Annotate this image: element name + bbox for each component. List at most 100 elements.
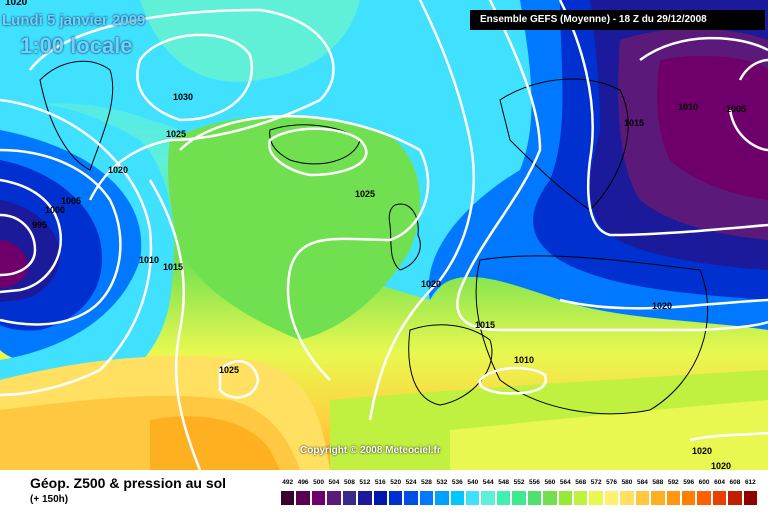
- legend-level-label: 504: [328, 479, 340, 486]
- legend-swatch: [357, 490, 373, 506]
- isobar-1025-south: [218, 360, 260, 399]
- map-title: Géop. Z500 & pression au sol: [30, 475, 227, 491]
- legend-swatch: [341, 490, 358, 506]
- footer-panel: Géop. Z500 & pression au sol (+ 150h) 49…: [0, 470, 768, 512]
- legend-level-label: 524: [405, 479, 417, 486]
- isobar-label: 1020: [421, 279, 441, 289]
- isobar-label: 1010: [139, 255, 159, 265]
- legend-swatch: [542, 490, 558, 506]
- legend-level-label: 592: [667, 479, 679, 486]
- legend-level-label: 552: [513, 479, 525, 486]
- isobar-1015-east: [456, 0, 768, 332]
- isobar-1020-se: [689, 431, 768, 442]
- isobar-1015-west: [148, 179, 202, 470]
- legend-level-label: 576: [606, 479, 617, 486]
- legend-swatch: [280, 490, 296, 506]
- legend-swatch: [511, 490, 527, 506]
- iceland-coast: [269, 124, 361, 165]
- legend-swatch: [634, 490, 651, 506]
- isobar-label: 1020: [108, 165, 128, 175]
- legend-swatch: [650, 490, 666, 506]
- legend-swatch: [727, 490, 743, 506]
- forecast-lead-time: (+ 150h): [30, 494, 69, 505]
- legend-swatch: [403, 490, 419, 506]
- isobar-label: 1005: [61, 196, 81, 206]
- legend-level-label: 548: [498, 479, 510, 486]
- legend-level-label: 556: [529, 479, 540, 486]
- legend-level-label: 580: [621, 479, 633, 486]
- legend-swatch: [310, 490, 327, 506]
- legend-swatch: [495, 490, 512, 506]
- legend-swatch: [387, 490, 404, 506]
- legend-swatch: [480, 490, 496, 506]
- legend-swatch: [434, 490, 450, 506]
- legend-swatch: [742, 490, 759, 506]
- isobar-1010-ne: [639, 36, 768, 62]
- forecast-date: Lundi 5 janvier 2009: [2, 12, 146, 29]
- sw-orange-deep: [150, 416, 280, 470]
- legend-swatch: [603, 490, 620, 506]
- legend-level-label: 560: [544, 479, 556, 486]
- isobar-label: 1030: [173, 92, 193, 102]
- scandinavia-coast: [499, 78, 629, 211]
- ensemble-info-banner: Ensemble GEFS (Moyenne) - 18 Z du 29/12/…: [470, 10, 765, 30]
- legend-swatch: [696, 490, 712, 506]
- isobar-label: 995: [32, 220, 47, 230]
- isobar-1020-center: [368, 0, 475, 421]
- isobar-1015-ne: [558, 0, 768, 237]
- legend-level-label: 508: [343, 479, 355, 486]
- teal-patch: [140, 0, 360, 82]
- isobar-1005: [0, 148, 122, 326]
- isobar-label: 1010: [678, 102, 698, 112]
- greenland-coast: [39, 60, 114, 171]
- europe-coast: [475, 255, 709, 415]
- legend-level-label: 528: [421, 479, 432, 486]
- green-ridge: [168, 116, 420, 340]
- legend-level-label: 540: [467, 479, 479, 486]
- legend-level-label: 588: [652, 479, 664, 486]
- legend-level-label: 608: [729, 479, 741, 486]
- isobar-label: 1020: [652, 301, 672, 311]
- isobar-1025-iceland: [267, 127, 368, 177]
- isobar-1000: [0, 178, 63, 294]
- isobars: [0, 0, 768, 470]
- legend-swatch: [465, 490, 481, 506]
- legend-level-label: 600: [698, 479, 710, 486]
- isobar-1020-east: [559, 298, 768, 310]
- isobar-1010-med: [478, 366, 547, 395]
- isobar-label: 1005: [726, 104, 746, 114]
- isobar-label: 1015: [163, 262, 183, 272]
- forecast-time: 1:00 locale: [20, 33, 133, 58]
- se-yellow: [450, 400, 768, 470]
- legend-swatch: [418, 490, 435, 506]
- legend-swatch: [665, 490, 681, 506]
- legend-level-label: 596: [683, 479, 695, 486]
- legend-swatch: [372, 490, 388, 506]
- isobar-label: 1015: [475, 320, 495, 330]
- legend-swatch: [326, 490, 342, 506]
- legend-level-label: 516: [374, 479, 386, 486]
- legend-level-label: 500: [313, 479, 324, 486]
- isobar-labels: 1030 1025 1020 1005 1000 995 1010 1015 1…: [32, 92, 746, 470]
- legend-level-label: 604: [714, 479, 725, 486]
- legend-swatch: [573, 490, 589, 506]
- legend-level-label: 492: [282, 479, 294, 486]
- isobar-label: 1025: [219, 365, 239, 375]
- isobar-label: 1000: [45, 205, 65, 215]
- isobar-995: [0, 213, 37, 277]
- isobar-label: 1015: [624, 118, 644, 128]
- legend-level-label: 532: [436, 479, 448, 486]
- legend-swatch: [588, 490, 604, 506]
- isobar-label: 1020: [692, 446, 712, 456]
- isobar-label: 1025: [355, 189, 375, 199]
- geopotential-map: 1030 1025 1020 1005 1000 995 1010 1015 1…: [0, 0, 768, 470]
- legend-level-label: 496: [297, 479, 309, 486]
- isobar-label: 1010: [514, 355, 534, 365]
- legend-swatch: [526, 490, 543, 506]
- legend-level-label: 520: [390, 479, 402, 486]
- legend-level-label: 612: [744, 479, 756, 486]
- legend-swatch: [619, 490, 635, 506]
- legend-level-label: 536: [451, 479, 463, 486]
- legend-level-label: 572: [590, 479, 602, 486]
